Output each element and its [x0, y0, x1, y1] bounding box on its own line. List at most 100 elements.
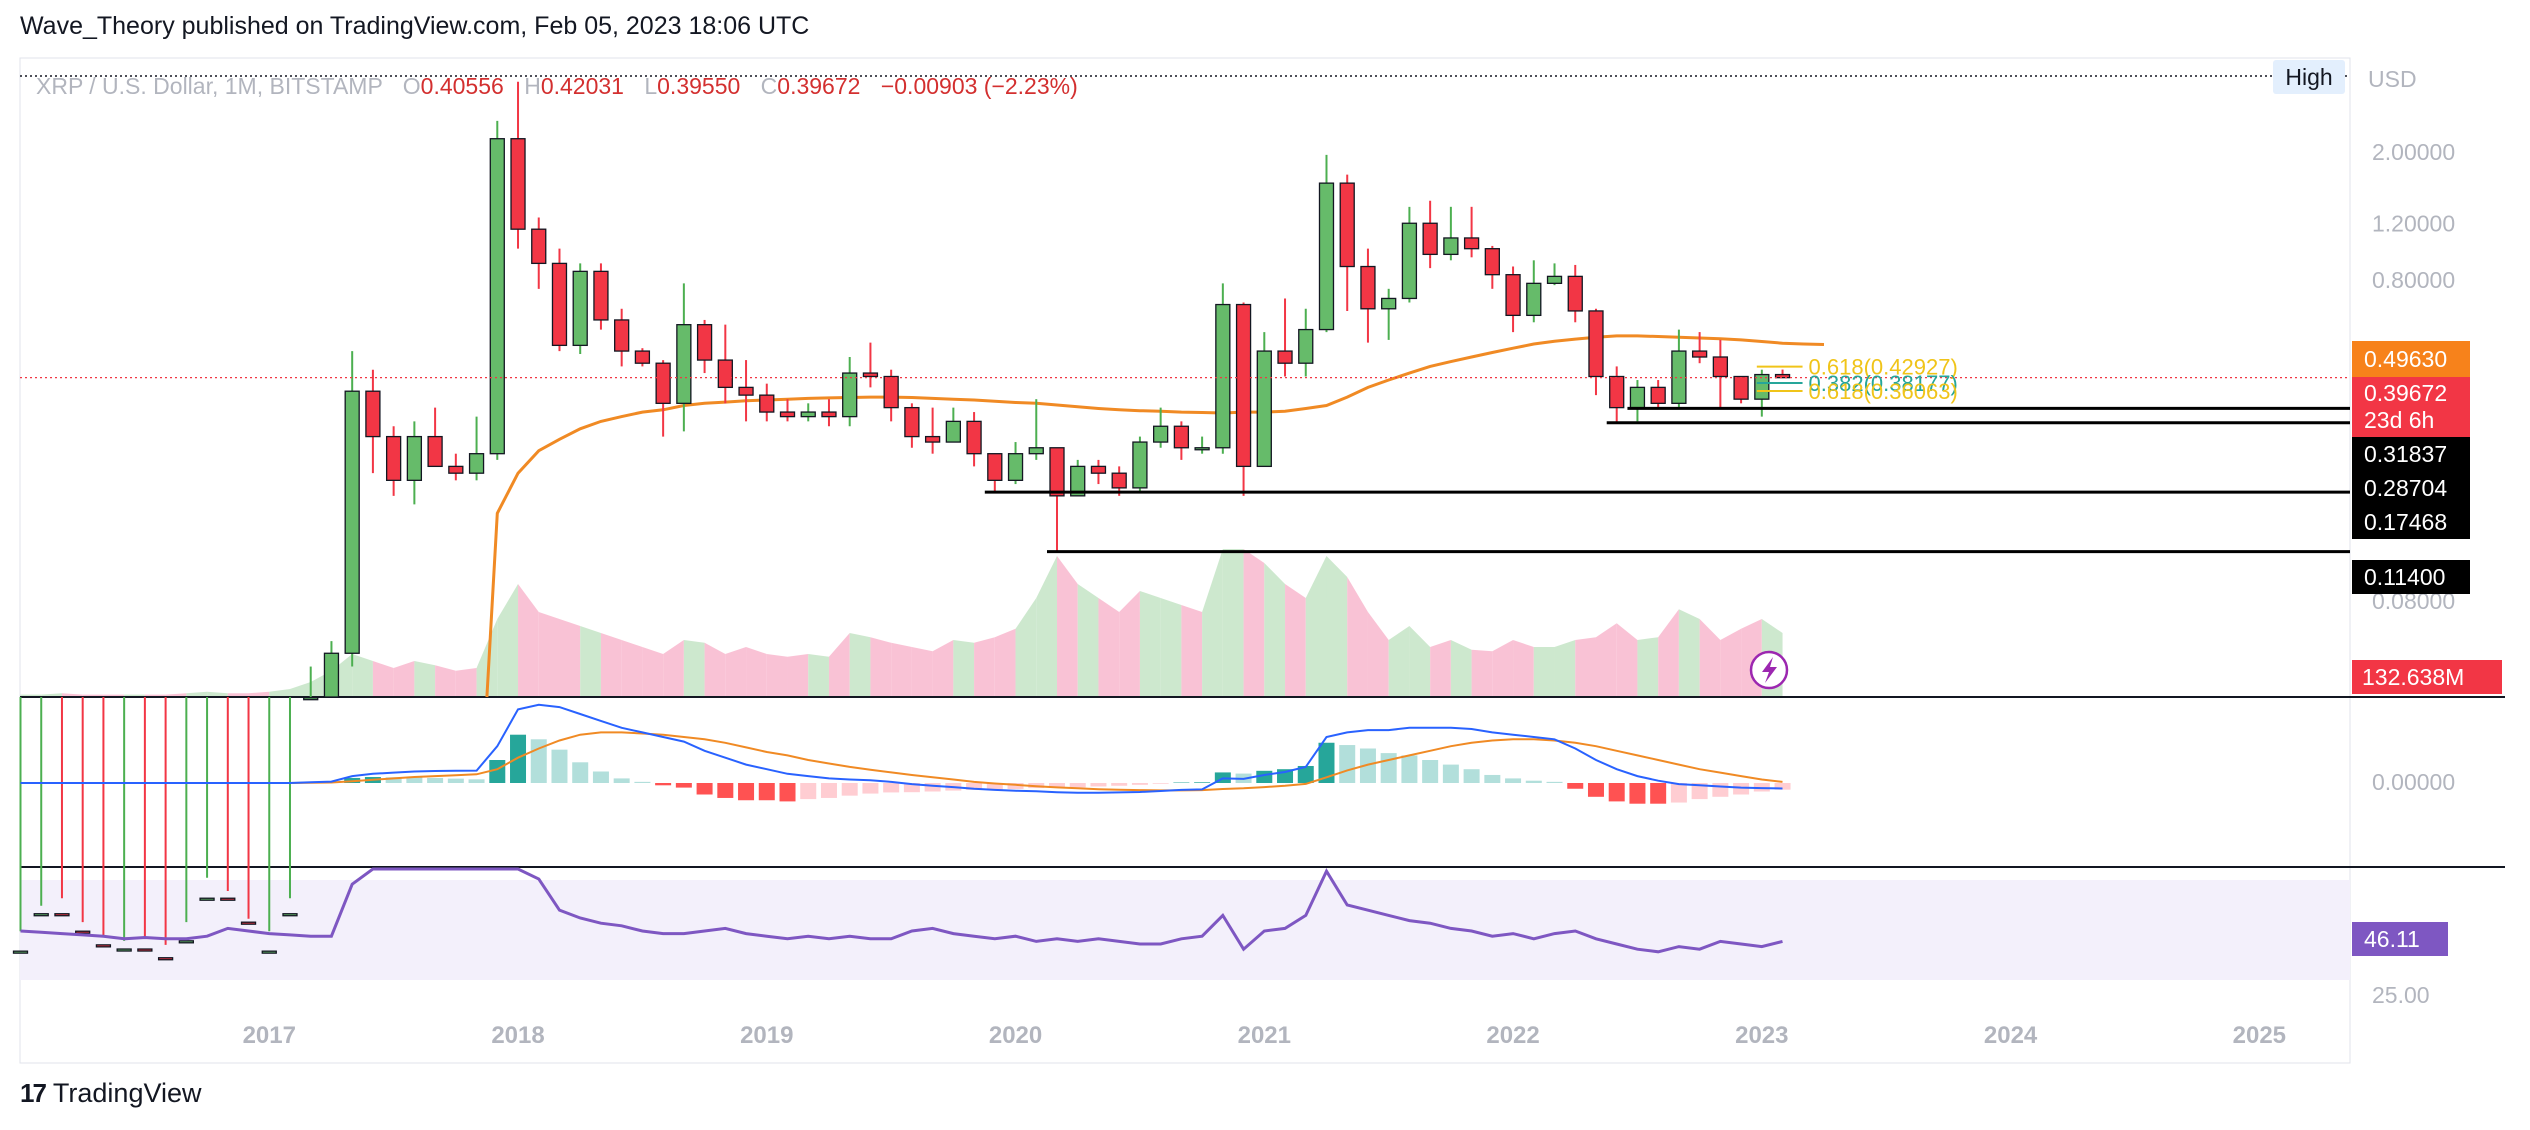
candle [1049, 447, 1065, 552]
volume-segment [476, 619, 498, 696]
macd-histogram-bar [1297, 765, 1314, 783]
fib-level-label: 0.618(0.36063) [1809, 379, 1958, 404]
volume-segment [1160, 598, 1182, 696]
candle [1463, 206, 1480, 258]
legend-low: 0.39550 [657, 73, 740, 99]
macd-histogram-bar [1670, 783, 1687, 803]
volume-badge [2352, 660, 2502, 694]
candle [1588, 308, 1604, 396]
volume-segment [165, 693, 187, 696]
volume-segment [1202, 549, 1223, 696]
volume-segment [828, 633, 850, 696]
candle [842, 357, 858, 427]
candle [904, 403, 920, 448]
candle-body [779, 411, 796, 418]
legend-close: 0.39672 [777, 73, 860, 99]
macd-histogram-bar [1442, 764, 1459, 783]
candle-body [303, 697, 319, 701]
candle [157, 697, 174, 961]
candle [489, 120, 505, 460]
volume-segment [580, 626, 601, 696]
candle [531, 217, 547, 289]
macd-histogram-bar [1650, 783, 1667, 804]
volume-segment [1036, 556, 1057, 696]
rsi-badge [2352, 922, 2448, 956]
candle [779, 399, 796, 422]
volume-segment [891, 642, 912, 696]
candle [1070, 459, 1086, 497]
candle-body [1629, 386, 1646, 409]
fib-level-label: 0.382(0.38177) [1809, 371, 1958, 396]
volume-segment [1181, 605, 1203, 696]
legend-open: 0.40556 [421, 73, 504, 99]
volume-segment [1057, 556, 1078, 696]
candle [95, 697, 112, 948]
volume-segment [600, 633, 622, 696]
candle-body [468, 453, 485, 474]
scale-mode-button[interactable] [2273, 60, 2345, 94]
candle [862, 342, 879, 388]
candle-body [261, 950, 277, 954]
macd-histogram-bar [1733, 783, 1750, 795]
macd-histogram-bar [1111, 783, 1128, 786]
volume-segment [1720, 628, 1742, 696]
candle-body [634, 350, 651, 364]
candle-body [344, 390, 360, 654]
volume-segment [663, 640, 684, 696]
candle-body [95, 944, 112, 948]
volume-segment [870, 637, 892, 696]
macd-histogram-bar [613, 778, 630, 783]
volume-segment [849, 633, 871, 696]
candle-body [572, 270, 588, 347]
candle-body [1381, 297, 1397, 310]
candle-body [1546, 275, 1563, 284]
volume-segment [1326, 556, 1348, 696]
candle-body [904, 406, 920, 438]
volume-segment [1285, 584, 1306, 696]
macd-layer [20, 703, 1791, 804]
volume-segment [1243, 549, 1265, 696]
candle [1691, 332, 1708, 364]
volume-segment [497, 584, 519, 696]
macd-histogram-bar [1505, 778, 1522, 783]
volume-segment [766, 654, 788, 696]
candles-layer [12, 81, 2350, 961]
candle [655, 360, 671, 437]
candle [759, 383, 775, 422]
candle-body [1090, 465, 1107, 474]
candle-body [800, 411, 816, 418]
macd-histogram-bar [634, 781, 651, 783]
macd-histogram-bar [572, 762, 589, 783]
rsi-line [20, 867, 1783, 954]
macd-histogram-bar [1401, 755, 1418, 783]
candle [282, 697, 298, 917]
lightning-icon[interactable] [1749, 650, 1789, 690]
candle-body [157, 957, 174, 961]
candle-body [1339, 182, 1355, 268]
time-tick-label: 2018 [491, 1022, 544, 1049]
candle-body [199, 897, 215, 901]
candle-body [448, 465, 464, 474]
candle [199, 697, 215, 901]
volume-segment [207, 691, 228, 696]
macd-histogram-bar [862, 783, 879, 794]
candle [1339, 174, 1355, 311]
volume-segment [1222, 549, 1244, 696]
macd-histogram-bar [986, 783, 1003, 790]
candle [1360, 248, 1376, 343]
macd-histogram-bar [1463, 769, 1480, 783]
volume-segment [746, 647, 767, 696]
volume-segment [1575, 637, 1596, 696]
candle [344, 351, 360, 667]
tradingview-footer: 17 TradingView [20, 1078, 202, 1109]
volume-segment [1409, 626, 1431, 696]
volume-segment [994, 628, 1016, 696]
candle [924, 407, 941, 454]
candle [1277, 298, 1293, 377]
candle-body [655, 362, 671, 404]
macd-histogram-bar [1007, 783, 1024, 789]
candle-body [924, 435, 941, 443]
candle [1567, 264, 1583, 323]
time-tick-label: 2019 [740, 1022, 793, 1049]
